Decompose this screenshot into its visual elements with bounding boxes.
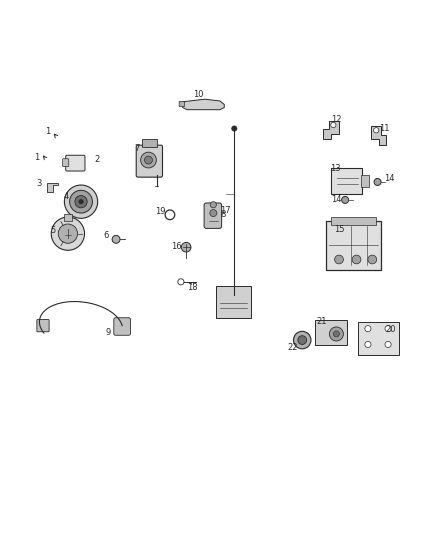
Circle shape [374,179,381,185]
Circle shape [64,185,98,219]
Text: 14: 14 [331,196,342,205]
Text: 2: 2 [95,155,100,164]
Circle shape [210,201,216,208]
FancyBboxPatch shape [66,155,85,171]
Text: 21: 21 [317,317,327,326]
Text: 18: 18 [187,283,198,292]
Circle shape [365,326,371,332]
Circle shape [352,255,361,264]
Circle shape [79,199,83,204]
FancyBboxPatch shape [64,214,72,221]
Text: 19: 19 [155,207,166,216]
FancyBboxPatch shape [326,221,381,270]
Circle shape [165,210,175,220]
Circle shape [58,224,78,243]
FancyBboxPatch shape [136,145,162,177]
Text: 16: 16 [171,242,181,251]
Circle shape [75,196,87,208]
Text: 6: 6 [104,231,109,240]
Text: 12: 12 [331,115,341,124]
FancyBboxPatch shape [37,319,49,332]
Polygon shape [371,126,386,145]
Circle shape [368,255,377,264]
Text: 20: 20 [385,325,396,334]
Circle shape [293,332,311,349]
Text: 13: 13 [330,164,340,173]
FancyBboxPatch shape [216,286,251,318]
Circle shape [385,326,391,332]
Text: 8: 8 [221,211,226,219]
Circle shape [70,190,92,213]
Text: 10: 10 [193,90,204,99]
Polygon shape [47,183,58,192]
Circle shape [374,128,379,133]
FancyBboxPatch shape [63,159,69,167]
Circle shape [365,342,371,348]
Circle shape [298,336,307,344]
Polygon shape [183,99,224,110]
Circle shape [145,156,152,164]
Circle shape [385,342,391,348]
Circle shape [51,217,85,251]
Polygon shape [323,120,339,140]
Circle shape [335,255,343,264]
FancyBboxPatch shape [331,168,362,194]
Circle shape [232,126,237,131]
Text: 4: 4 [64,192,69,201]
Text: 5: 5 [51,226,56,235]
Circle shape [333,331,339,337]
Text: 11: 11 [379,124,390,133]
Circle shape [181,243,191,252]
Text: 15: 15 [334,225,345,234]
Text: 14: 14 [384,174,394,183]
Circle shape [210,209,217,216]
FancyBboxPatch shape [179,101,184,107]
Circle shape [331,123,336,128]
Text: 7: 7 [134,144,139,153]
Text: 22: 22 [287,343,298,352]
Circle shape [141,152,156,168]
FancyBboxPatch shape [204,203,222,229]
Circle shape [329,327,343,341]
FancyBboxPatch shape [361,175,369,187]
Text: 3: 3 [36,179,41,188]
FancyBboxPatch shape [358,322,399,354]
Text: 1: 1 [34,152,39,161]
FancyBboxPatch shape [142,139,157,147]
Circle shape [112,236,120,243]
Text: 17: 17 [220,206,230,215]
Text: 9: 9 [106,328,111,337]
FancyBboxPatch shape [331,217,376,225]
Text: 1: 1 [45,127,50,136]
Circle shape [342,197,349,204]
FancyBboxPatch shape [114,318,131,335]
FancyBboxPatch shape [315,320,347,345]
